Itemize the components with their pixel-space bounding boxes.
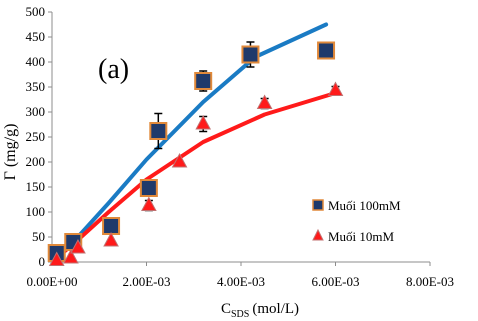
data-point-triangle: [327, 81, 344, 96]
y-tick-label: 200: [26, 154, 46, 169]
legend-label: Muối 10mM: [328, 229, 395, 244]
fit-line-2: [54, 91, 338, 260]
legend-triangle-marker: [312, 228, 324, 241]
data-point-square: [102, 217, 121, 235]
data-point-triangle: [63, 248, 79, 264]
data-point-triangle: [195, 114, 212, 130]
x-axis-label-main: C: [221, 301, 231, 317]
x-axis-label-sub: SDS: [231, 309, 249, 320]
data-point-triangle: [48, 251, 65, 266]
x-tick-label: 0.00E+00: [26, 274, 77, 289]
y-tick-label: 250: [26, 129, 46, 144]
legend-square-marker: [312, 199, 324, 211]
x-axis-label-unit: (mol/L): [252, 301, 299, 317]
data-point-square: [139, 179, 158, 197]
legend-label: Muối 100mM: [328, 198, 401, 213]
panel-label: (a): [98, 54, 129, 85]
x-tick-label: 2.00E-03: [122, 274, 170, 289]
x-tick-label: 4.00E-03: [217, 274, 265, 289]
y-axis-label: Γ (mg/g): [2, 124, 19, 181]
y-tick-label: 300: [26, 104, 46, 119]
data-point-square: [317, 41, 336, 60]
y-tick-label: 0: [39, 254, 46, 269]
data-point-triangle: [256, 94, 273, 109]
data-point-triangle: [141, 196, 157, 211]
data-point-square: [149, 122, 168, 140]
y-tick-label: 350: [26, 79, 46, 94]
data-point-triangle: [171, 152, 188, 168]
y-tick-label: 450: [26, 29, 46, 44]
data-markers: [47, 41, 344, 266]
data-point-square: [194, 72, 213, 90]
x-axis-label: CSDS (mol/L): [221, 301, 299, 320]
legend: Muối 100mM Muối 10mM: [312, 198, 401, 244]
data-point-triangle: [103, 231, 119, 247]
y-tick-label: 100: [26, 204, 46, 219]
y-tick-label: 50: [32, 229, 45, 244]
data-point-triangle: [70, 238, 86, 254]
axes: 0 50 100 150 200 250 300 350 400 450 500 0.00E+00 2.…: [26, 4, 455, 289]
x-tick-label: 8.00E-03: [406, 274, 454, 289]
y-tick-label: 400: [26, 54, 46, 69]
x-tick-label: 6.00E-03: [311, 274, 359, 289]
y-tick-label: 150: [26, 179, 46, 194]
y-tick-label: 500: [26, 4, 46, 19]
data-point-square: [241, 45, 260, 64]
